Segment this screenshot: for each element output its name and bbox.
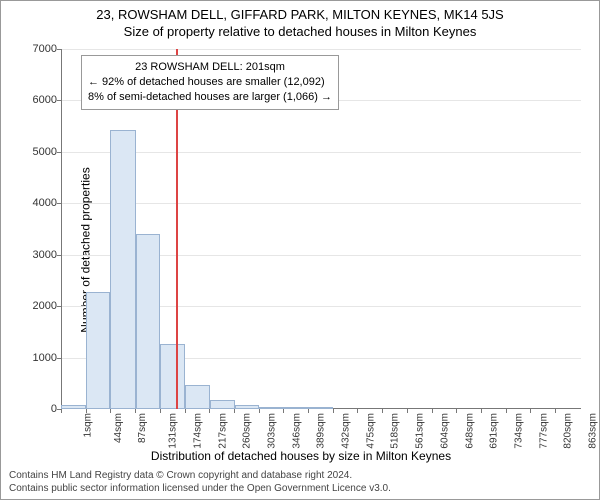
x-tick-label: 1sqm — [82, 413, 93, 437]
x-tick — [259, 409, 260, 413]
x-tick — [333, 409, 334, 413]
x-tick-label: 131sqm — [168, 413, 179, 449]
x-tick-label: 863sqm — [588, 413, 599, 449]
x-tick-label: 777sqm — [538, 413, 549, 449]
histogram-bar — [86, 292, 111, 409]
x-tick-label: 87sqm — [137, 413, 148, 443]
footer-line2: Contains public sector information licen… — [9, 483, 591, 496]
histogram-bar — [309, 407, 334, 409]
histogram-bar — [136, 234, 161, 409]
y-tick — [57, 152, 61, 153]
y-tick — [57, 255, 61, 256]
x-tick-label: 691sqm — [489, 413, 500, 449]
titles: 23, ROWSHAM DELL, GIFFARD PARK, MILTON K… — [1, 1, 599, 39]
x-tick — [530, 409, 531, 413]
y-tick-label: 2000 — [17, 300, 57, 312]
histogram-bar — [235, 405, 260, 409]
callout-smaller: ← 92% of detached houses are smaller (12… — [88, 75, 332, 90]
x-tick-label: 432sqm — [341, 413, 352, 449]
x-tick — [357, 409, 358, 413]
x-tick-label: 260sqm — [242, 413, 253, 449]
y-tick — [57, 358, 61, 359]
x-tick — [382, 409, 383, 413]
y-tick-label: 3000 — [17, 249, 57, 261]
x-tick-label: 734sqm — [514, 413, 525, 449]
histogram-bar — [210, 400, 235, 409]
y-tick-label: 5000 — [17, 146, 57, 158]
x-tick — [61, 409, 62, 413]
title-line2: Size of property relative to detached ho… — [1, 24, 599, 39]
y-tick — [57, 49, 61, 50]
x-tick — [110, 409, 111, 413]
x-tick — [135, 409, 136, 413]
x-tick-label: 561sqm — [415, 413, 426, 449]
x-tick-label: 820sqm — [563, 413, 574, 449]
x-tick-label: 346sqm — [291, 413, 302, 449]
callout-larger: 8% of semi-detached houses are larger (1… — [88, 90, 332, 105]
histogram-bar — [259, 407, 284, 409]
histogram-bar — [110, 130, 135, 409]
x-axis-label: Distribution of detached houses by size … — [1, 449, 600, 463]
x-tick — [407, 409, 408, 413]
x-tick — [86, 409, 87, 413]
y-tick-label: 0 — [17, 403, 57, 415]
x-tick-label: 518sqm — [390, 413, 401, 449]
x-tick — [234, 409, 235, 413]
y-tick — [57, 306, 61, 307]
x-tick — [432, 409, 433, 413]
chart-container: 23, ROWSHAM DELL, GIFFARD PARK, MILTON K… — [0, 0, 600, 500]
x-tick — [209, 409, 210, 413]
x-tick-label: 44sqm — [113, 413, 124, 443]
histogram-bar — [284, 407, 309, 409]
x-tick — [308, 409, 309, 413]
x-tick — [481, 409, 482, 413]
x-tick — [283, 409, 284, 413]
x-tick — [185, 409, 186, 413]
y-tick — [57, 100, 61, 101]
x-tick-label: 174sqm — [192, 413, 203, 449]
y-tick-label: 7000 — [17, 43, 57, 55]
x-tick-label: 475sqm — [365, 413, 376, 449]
y-tick-label: 4000 — [17, 197, 57, 209]
y-tick-label: 1000 — [17, 352, 57, 364]
x-tick-label: 217sqm — [217, 413, 228, 449]
histogram-bar — [185, 385, 210, 409]
histogram-bar — [160, 344, 185, 409]
x-tick — [160, 409, 161, 413]
x-tick — [506, 409, 507, 413]
x-tick-label: 604sqm — [439, 413, 450, 449]
x-tick-label: 389sqm — [316, 413, 327, 449]
title-line1: 23, ROWSHAM DELL, GIFFARD PARK, MILTON K… — [1, 7, 599, 22]
callout-box: 23 ROWSHAM DELL: 201sqm ← 92% of detache… — [81, 55, 339, 110]
histogram-bar — [61, 405, 86, 409]
x-tick-label: 303sqm — [267, 413, 278, 449]
y-tick-label: 6000 — [17, 94, 57, 106]
footer-line1: Contains HM Land Registry data © Crown c… — [9, 470, 591, 483]
y-tick — [57, 203, 61, 204]
x-tick — [555, 409, 556, 413]
callout-title: 23 ROWSHAM DELL: 201sqm — [88, 60, 332, 75]
footer: Contains HM Land Registry data © Crown c… — [9, 470, 591, 495]
x-tick — [456, 409, 457, 413]
x-tick-label: 648sqm — [464, 413, 475, 449]
